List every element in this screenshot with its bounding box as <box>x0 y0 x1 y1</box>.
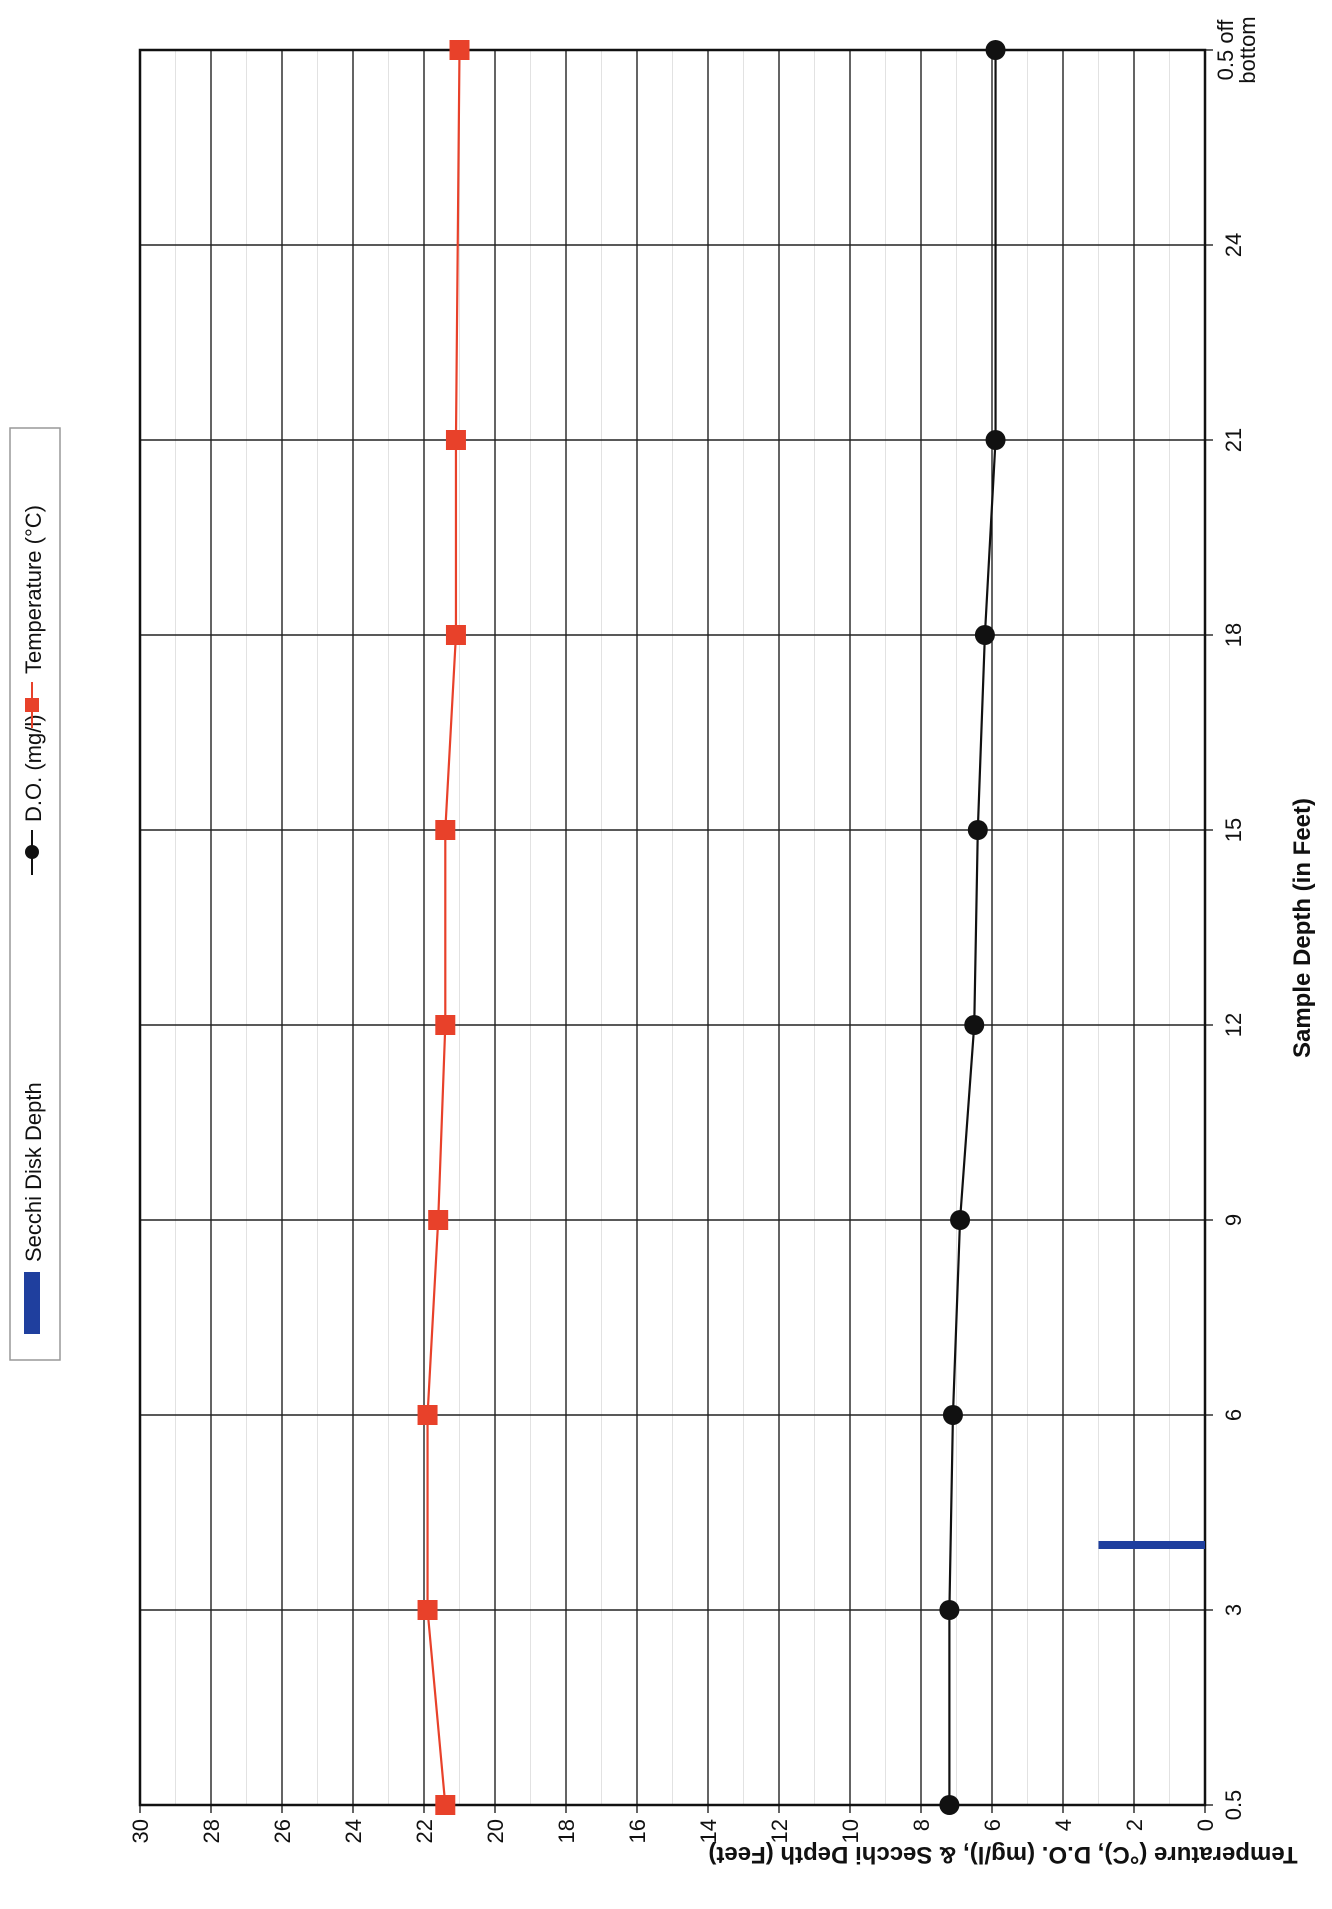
x-tick-label-group: 0.5 offbottom <box>1213 16 1260 83</box>
tick-label-group: 28 <box>199 1819 224 1843</box>
x-tick-label: 15 <box>1221 818 1246 842</box>
x-tick-label-group: 12 <box>1221 1013 1246 1037</box>
tick-label-group: 12 <box>767 1819 792 1843</box>
y-tick-label: 24 <box>341 1819 366 1843</box>
tick-label-group: 2 <box>1122 1819 1147 1831</box>
x-tick-label: 18 <box>1221 623 1246 647</box>
tick-label-group: 4 <box>1051 1819 1076 1831</box>
temperature-point <box>417 1600 438 1620</box>
do-point <box>985 430 1006 450</box>
y-tick-label: 16 <box>625 1819 650 1843</box>
y-tick-label: 20 <box>483 1819 508 1843</box>
do-point <box>939 1795 960 1815</box>
x-tick-label-group: 9 <box>1221 1214 1246 1226</box>
legend-box <box>9 427 61 1361</box>
x-tick-label-group: 6 <box>1221 1409 1246 1421</box>
temperature-point <box>435 1795 456 1815</box>
x-tick-label: 12 <box>1221 1013 1246 1037</box>
tick-label-group: 20 <box>483 1819 508 1843</box>
tick-label-group: 16 <box>625 1819 650 1843</box>
y-tick-label: 6 <box>980 1819 1005 1831</box>
do-point <box>964 1015 985 1035</box>
do-point <box>942 1405 963 1425</box>
tick-labels: 0246810121416182022242628300.53691215182… <box>128 16 1260 1843</box>
do-point <box>985 40 1006 60</box>
temperature-point <box>428 1210 449 1230</box>
x-tick-label-group: 3 <box>1221 1604 1246 1616</box>
x-tick-label-line: bottom <box>1235 16 1260 83</box>
x-tick-label-group: 0.5 <box>1221 1790 1246 1821</box>
x-tick-label-line: 0.5 off <box>1213 19 1238 81</box>
x-tick-label: 21 <box>1221 428 1246 452</box>
legend-swatch-secchi <box>24 1272 40 1334</box>
y-tick-label: 30 <box>128 1819 153 1843</box>
series-layer <box>417 40 1205 1815</box>
y-tick-label: 0 <box>1193 1819 1218 1831</box>
plot-frame <box>138 48 1207 1807</box>
tick-label-group: 0 <box>1193 1819 1218 1831</box>
x-tick-label-group: 15 <box>1221 818 1246 842</box>
grid <box>139 49 1213 1813</box>
legend-label-secchi: Secchi Disk Depth <box>21 1082 46 1262</box>
legend-label-temp: Temperature (°C) <box>21 505 46 674</box>
x-axis-title: Sample Depth (in Feet) <box>1289 798 1316 1058</box>
tick-label-group: 22 <box>412 1819 437 1843</box>
tick-label-group: 6 <box>980 1819 1005 1831</box>
x-tick-label: 0.5 <box>1221 1790 1246 1821</box>
legend-label-do: D.O. (mg/l) <box>21 714 46 822</box>
tick-label-group: 26 <box>270 1819 295 1843</box>
temperature-point <box>435 1015 456 1035</box>
x-tick-label-group: 18 <box>1221 623 1246 647</box>
temperature-point <box>449 40 470 60</box>
y-tick-label: 10 <box>838 1819 863 1843</box>
do-point <box>939 1600 960 1620</box>
x-tick-label: 9 <box>1221 1214 1246 1226</box>
y-tick-label: 18 <box>554 1819 579 1843</box>
tick-label-group: 30 <box>128 1819 153 1843</box>
tick-label-group: 24 <box>341 1819 366 1843</box>
legend: Secchi Disk Depth D.O. (mg/l) Temperatur… <box>9 427 61 1361</box>
x-tick-label-group: 21 <box>1221 428 1246 452</box>
y-tick-label: 4 <box>1051 1819 1076 1831</box>
y-axis-title-group: Temperature (°C), D.O. (mg/l), & Secchi … <box>708 1841 1297 1868</box>
y-tick-label: 8 <box>909 1819 934 1831</box>
temperature-point <box>435 820 456 840</box>
temperature-point <box>417 1405 438 1425</box>
secchi-bar <box>1098 1541 1205 1549</box>
x-tick-label-group: 24 <box>1221 233 1246 257</box>
y-tick-label: 26 <box>270 1819 295 1843</box>
do-point <box>974 625 995 645</box>
x-axis-title-group: Sample Depth (in Feet) <box>1289 798 1316 1058</box>
legend-marker-do <box>25 845 39 859</box>
x-tick-label: 3 <box>1221 1604 1246 1616</box>
y-tick-label: 22 <box>412 1819 437 1843</box>
tick-label-group: 14 <box>696 1819 721 1843</box>
y-tick-label: 14 <box>696 1819 721 1843</box>
temperature-point <box>445 430 466 450</box>
do-point <box>950 1210 971 1230</box>
y-axis-title: Temperature (°C), D.O. (mg/l), & Secchi … <box>708 1841 1297 1868</box>
do-point <box>967 820 988 840</box>
y-tick-label: 12 <box>767 1819 792 1843</box>
tick-label-group: 10 <box>838 1819 863 1843</box>
x-tick-label: 0.5 offbottom <box>1213 16 1260 83</box>
y-tick-label: 2 <box>1122 1819 1147 1831</box>
x-tick-label: 6 <box>1221 1409 1246 1421</box>
x-tick-label: 24 <box>1221 233 1246 257</box>
legend-marker-temp <box>25 698 39 712</box>
tick-label-group: 18 <box>554 1819 579 1843</box>
y-tick-label: 28 <box>199 1819 224 1843</box>
tick-label-group: 8 <box>909 1819 934 1831</box>
temperature-point <box>445 625 466 645</box>
